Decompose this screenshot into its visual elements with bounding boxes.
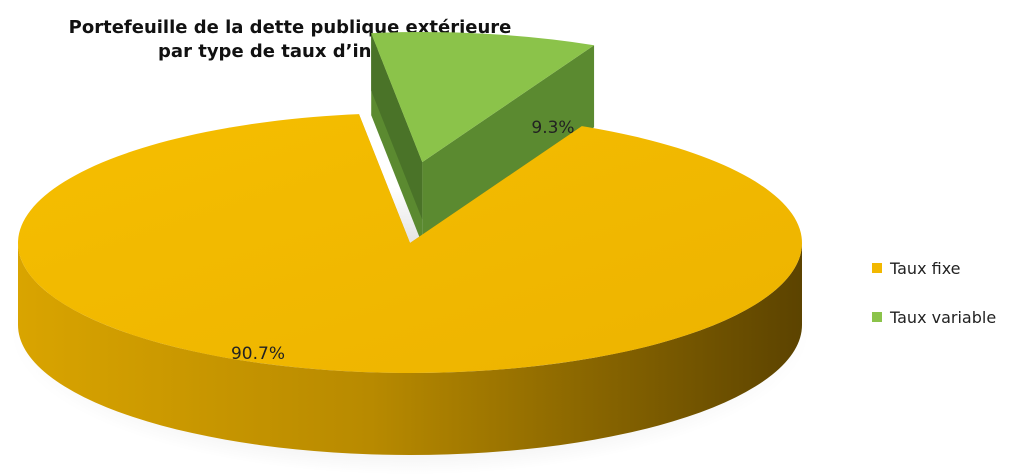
slice-taux-fixe [17,114,802,373]
legend-item-taux-fixe: Taux fixe [872,258,996,278]
legend-label-taux-fixe: Taux fixe [890,258,961,278]
data-label-taux-variable: 9.3% [531,118,574,138]
slice-taux-variable [371,32,595,163]
slice-taux-fixe-side [18,243,802,455]
legend: Taux fixe Taux variable [872,258,996,356]
slice-taux-variable-wall-1 [422,45,595,245]
legend-item-taux-variable: Taux variable [872,307,996,327]
legend-label-taux-variable: Taux variable [890,307,997,327]
chart-title-line-2: par type de taux d’intérêt [158,41,422,62]
legend-swatch-taux-fixe [872,263,882,273]
data-label-taux-fixe: 90.7% [231,344,285,364]
legend-swatch-taux-variable [872,312,882,322]
slice-taux-variable-edge [371,33,423,220]
